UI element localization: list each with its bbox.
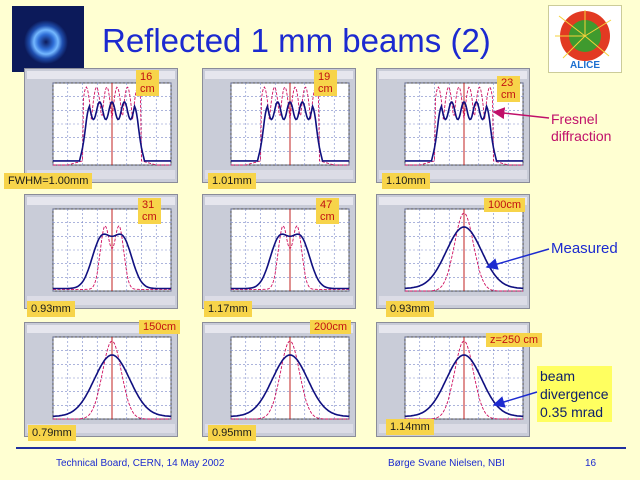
profile-plot-p200 [202,322,356,437]
measured-curve [405,100,523,162]
fwhm-label-p31: 0.93mm [27,301,75,317]
alice-logo: ALICE [548,5,622,73]
profile-plot-p16 [24,68,178,183]
measured-curve [231,100,349,162]
distance-label-p200: 200cm [310,320,352,334]
fresnel-diffraction-note: Fresnel diffraction [551,111,612,144]
measured-curve [405,354,523,418]
model-curve [53,225,171,290]
footer-author: Børge Svane Nielsen, NBI [388,458,505,469]
fwhm-label-p250: 1.14mm [386,419,434,435]
slide-title: Reflected 1 mm beams (2) [102,22,491,59]
model-curve [405,212,523,292]
profile-plot-p150 [24,322,178,437]
fwhm-label-p200: 0.95mm [208,425,256,441]
measured-curve [53,233,171,290]
fwhm-label-p16: FWHM=1.00mm [4,173,93,189]
distance-label-p47: 47 cm [316,198,339,224]
measured-curve [405,226,523,290]
measured-label: Measured [551,240,618,257]
model-curve [53,86,171,166]
measured-curve [231,233,349,290]
profile-plot-p250 [376,322,530,437]
model-curve [231,225,349,290]
fwhm-label-p100: 0.93mm [386,301,434,317]
distance-label-p150: 150cm [139,320,181,334]
model-curve [231,340,349,420]
measured-curve [53,354,171,418]
distance-label-p31: 31 cm [138,198,161,224]
beam-divergence-label: beam divergence 0.35 mrad [537,366,612,422]
measured-curve [53,100,171,162]
model-curve [231,86,349,166]
footer-page-number: 16 [585,458,597,469]
model-curve [405,86,523,166]
footer-event: Technical Board, CERN, 14 May 2002 [56,458,225,469]
fwhm-label-p23: 1.10mm [382,173,430,189]
distance-label-p19: 19 cm [314,70,337,96]
distance-label-p250: z=250 cm [486,333,542,347]
fwhm-label-p150: 0.79mm [28,425,76,441]
measured-curve [231,354,349,418]
alice-logo-text: ALICE [570,60,600,71]
beam-spot-image [12,6,84,72]
distance-label-p16: 16 cm [136,70,159,96]
distance-label-p100: 100cm [484,198,526,212]
model-curve [53,340,171,420]
distance-label-p23: 23 cm [497,76,520,102]
fwhm-label-p19: 1.01mm [208,173,256,189]
footer-rule [16,447,626,449]
fwhm-label-p47: 1.17mm [204,301,252,317]
